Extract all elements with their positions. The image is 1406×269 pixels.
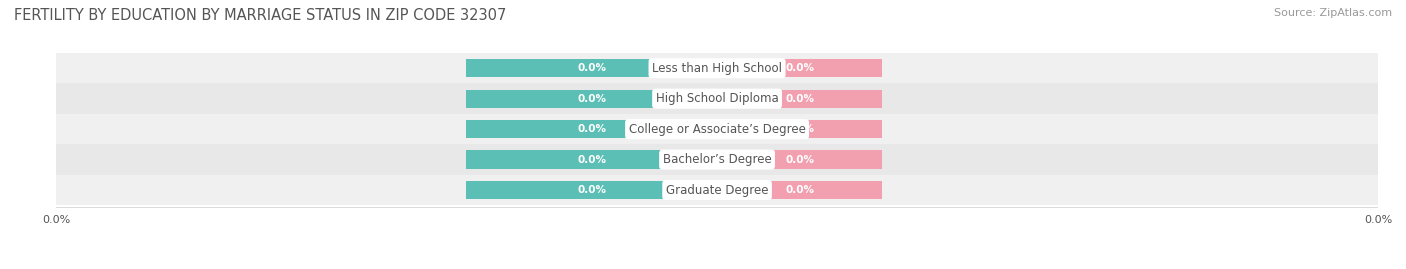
- Bar: [56, 53, 1378, 83]
- Text: 0.0%: 0.0%: [576, 185, 606, 195]
- Bar: [465, 59, 717, 77]
- Bar: [717, 120, 883, 138]
- Bar: [717, 90, 883, 108]
- Text: 0.0%: 0.0%: [785, 155, 814, 165]
- Legend: Married, Unmarried: Married, Unmarried: [634, 266, 800, 269]
- Text: 0.0%: 0.0%: [576, 124, 606, 134]
- Bar: [56, 175, 1378, 205]
- Text: 0.0%: 0.0%: [576, 94, 606, 104]
- Bar: [465, 181, 717, 199]
- Bar: [717, 181, 883, 199]
- Text: 0.0%: 0.0%: [576, 63, 606, 73]
- Text: 0.0%: 0.0%: [785, 94, 814, 104]
- Text: 0.0%: 0.0%: [785, 185, 814, 195]
- Text: 0.0%: 0.0%: [785, 124, 814, 134]
- Text: 0.0%: 0.0%: [785, 63, 814, 73]
- Bar: [56, 144, 1378, 175]
- Bar: [56, 83, 1378, 114]
- Text: Graduate Degree: Graduate Degree: [666, 183, 768, 197]
- Text: FERTILITY BY EDUCATION BY MARRIAGE STATUS IN ZIP CODE 32307: FERTILITY BY EDUCATION BY MARRIAGE STATU…: [14, 8, 506, 23]
- Text: 0.0%: 0.0%: [576, 155, 606, 165]
- Bar: [465, 90, 717, 108]
- Text: Source: ZipAtlas.com: Source: ZipAtlas.com: [1274, 8, 1392, 18]
- Bar: [717, 150, 883, 169]
- Text: High School Diploma: High School Diploma: [655, 92, 779, 105]
- Text: College or Associate’s Degree: College or Associate’s Degree: [628, 123, 806, 136]
- Text: Less than High School: Less than High School: [652, 62, 782, 75]
- Bar: [465, 150, 717, 169]
- Bar: [56, 114, 1378, 144]
- Text: Bachelor’s Degree: Bachelor’s Degree: [662, 153, 772, 166]
- Bar: [465, 120, 717, 138]
- Bar: [717, 59, 883, 77]
